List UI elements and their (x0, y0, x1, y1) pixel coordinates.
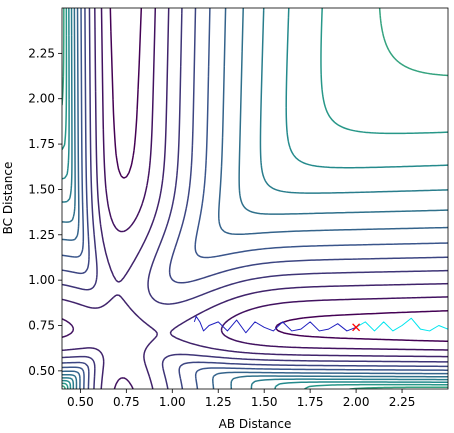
y-tick-label: 0.50 (28, 364, 55, 378)
x-tick-label: 2.00 (343, 395, 370, 409)
contour-line (62, 8, 448, 389)
x-tick-label: 1.00 (159, 395, 186, 409)
y-tick-label: 2.25 (28, 46, 55, 60)
y-axis-ticks: 0.50 0.75 1.00 1.25 1.50 1.75 2.00 2.25 (28, 46, 62, 378)
contour-line (62, 8, 448, 389)
contour-line (62, 8, 448, 389)
trajectory-forward-line (355, 317, 448, 332)
y-tick-label: 1.00 (28, 273, 55, 287)
plot-background (62, 8, 448, 389)
x-tick-label: 1.25 (205, 395, 232, 409)
y-tick-label: 1.50 (28, 182, 55, 196)
trajectory-layer (193, 315, 448, 334)
contour-line (62, 8, 448, 389)
contour-line (109, 8, 448, 343)
contour-line (62, 8, 448, 389)
y-tick-label: 1.25 (28, 228, 55, 242)
y-tick-label: 0.75 (28, 319, 55, 333)
y-axis-label: BC Distance (1, 162, 15, 235)
x-tick-label: 1.50 (251, 395, 278, 409)
plot-frame (61, 7, 449, 390)
x-tick-label: 0.75 (113, 395, 140, 409)
trajectory-backward-line (193, 315, 357, 334)
x-tick-label: 2.25 (389, 395, 416, 409)
y-tick-label: 1.75 (28, 137, 55, 151)
contour-line (62, 8, 448, 389)
contour-line (62, 8, 448, 389)
y-tick-label: 2.00 (28, 92, 55, 106)
contour-line (62, 8, 448, 389)
contour-lines (62, 8, 448, 389)
x-tick-label: 1.75 (297, 395, 324, 409)
x-axis-ticks: 0.50 0.75 1.00 1.25 1.50 1.75 2.00 2.25 (67, 389, 415, 409)
x-tick-label: 0.50 (67, 395, 94, 409)
contour-line (62, 8, 448, 389)
x-axis-label: AB Distance (219, 417, 292, 431)
contour-line (62, 8, 448, 389)
start-marker (352, 323, 361, 332)
